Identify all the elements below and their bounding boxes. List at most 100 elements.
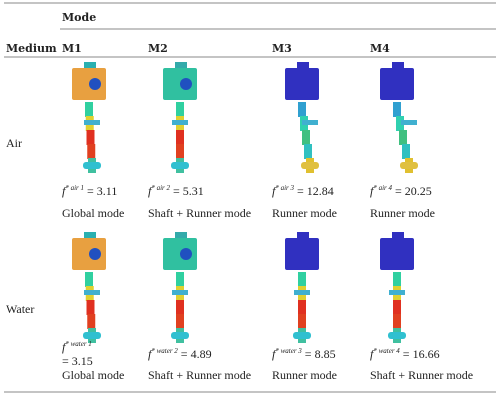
mode-shape-part bbox=[402, 144, 410, 159]
mode-label: Global mode bbox=[62, 368, 125, 382]
mode-shape-part bbox=[302, 130, 310, 145]
mode-shape-part bbox=[172, 290, 188, 295]
mode-shape-part bbox=[285, 238, 319, 270]
mode-shape-part bbox=[172, 120, 188, 125]
mode-label: Shaft + Runner mode bbox=[148, 368, 252, 382]
formula-value: = 16.66 bbox=[402, 347, 440, 361]
mode-shape-part bbox=[84, 290, 100, 295]
group-header: Mode bbox=[62, 11, 97, 24]
mode-shape-part bbox=[176, 300, 184, 315]
formula-value: = 5.31 bbox=[173, 184, 204, 198]
formula: f* water 4 = 16.66 bbox=[370, 347, 440, 362]
mode-shape-part bbox=[298, 272, 306, 287]
mode-shape-part bbox=[401, 120, 417, 125]
formula-value: = 20.25 bbox=[395, 184, 432, 198]
column-header: M3 bbox=[272, 42, 292, 55]
column-header: M4 bbox=[370, 42, 390, 55]
formula-value: = 4.89 bbox=[180, 347, 212, 361]
formula-symbol: f bbox=[370, 347, 374, 361]
row-label: Water bbox=[6, 302, 35, 316]
formula-superscript: * air 4 bbox=[373, 184, 393, 192]
mode-shape-part bbox=[294, 290, 310, 295]
mode-shape-part bbox=[302, 120, 318, 125]
formula-symbol: f bbox=[62, 184, 66, 198]
mode-label: Runner mode bbox=[370, 206, 435, 220]
mode-shape-part bbox=[393, 272, 401, 287]
mode-shape-part bbox=[176, 314, 184, 329]
mode-label: Shaft + Runner mode bbox=[370, 368, 474, 382]
mode-label: Runner mode bbox=[272, 206, 337, 220]
formula: f* water 2 = 4.89 bbox=[148, 347, 212, 362]
mode-shape-part bbox=[393, 300, 401, 315]
mode-shape-part bbox=[176, 102, 184, 117]
mode-shape-part bbox=[392, 62, 404, 68]
mode-shape-part bbox=[285, 68, 319, 100]
formula: f* air 2 = 5.31 bbox=[148, 184, 204, 199]
mode-label: Runner mode bbox=[272, 368, 337, 382]
mode-shape-part bbox=[396, 116, 404, 131]
column-header: M2 bbox=[148, 42, 168, 55]
mode-shape-part bbox=[393, 102, 401, 117]
mode-shape-part bbox=[87, 144, 96, 159]
mode-shape-part bbox=[389, 290, 405, 295]
mode-shape-part bbox=[176, 144, 184, 159]
mode-shape-part bbox=[87, 314, 96, 329]
formula-superscript: * water 1 bbox=[65, 340, 92, 348]
formula-superscript: * air 3 bbox=[275, 184, 295, 192]
formula-value: = 8.85 bbox=[304, 347, 336, 361]
formula-superscript: * air 1 bbox=[65, 184, 85, 192]
formula-symbol: f bbox=[148, 347, 152, 361]
formula-symbol: f bbox=[148, 184, 152, 198]
mode-shape-part bbox=[400, 162, 418, 169]
formula: f* air 4 = 20.25 bbox=[370, 184, 432, 199]
formula-value: = 3.15 bbox=[62, 354, 93, 368]
mode-shape-part bbox=[380, 238, 414, 270]
formula-value: = 12.84 bbox=[297, 184, 334, 198]
formula: f* water 3 = 8.85 bbox=[272, 347, 336, 362]
mode-shape-part bbox=[85, 102, 93, 117]
mode-shape-part bbox=[399, 130, 407, 145]
mode-shape-part bbox=[84, 232, 96, 238]
formula-symbol: f bbox=[370, 184, 374, 198]
mode-shape-part bbox=[176, 272, 184, 287]
formula-symbol: f bbox=[272, 347, 276, 361]
mode-shape-part bbox=[180, 248, 192, 260]
mode-shape-part bbox=[85, 272, 93, 287]
mode-shape-part bbox=[380, 68, 414, 100]
mode-shape-part bbox=[171, 332, 189, 339]
mode-shape-part bbox=[388, 332, 406, 339]
formula: f* water 1 bbox=[62, 340, 92, 355]
mode-label: Shaft + Runner mode bbox=[148, 206, 252, 220]
formula-superscript: * water 4 bbox=[373, 347, 400, 355]
mode-label: Global mode bbox=[62, 206, 125, 220]
formula: f* air 1 = 3.11 bbox=[62, 184, 117, 199]
mode-shape-part bbox=[89, 248, 101, 260]
mode-shape-part bbox=[298, 314, 306, 329]
mode-shape-part bbox=[392, 232, 404, 238]
mode-shape-part bbox=[86, 300, 95, 315]
mode-shape-part bbox=[298, 300, 306, 315]
mode-shape-part bbox=[175, 62, 187, 68]
mode-shape-part bbox=[83, 162, 101, 169]
formula: f* air 3 = 12.84 bbox=[272, 184, 334, 199]
mode-shape-part bbox=[171, 162, 189, 169]
mode-shape-part bbox=[293, 332, 311, 339]
formula-symbol: f bbox=[62, 340, 66, 354]
mode-shape-part bbox=[180, 78, 192, 90]
formula-superscript: * air 2 bbox=[151, 184, 171, 192]
formula-value: = 3.11 bbox=[87, 184, 118, 198]
column-header: M1 bbox=[62, 42, 82, 55]
mode-shape-part bbox=[176, 130, 184, 145]
formula-superscript: * water 3 bbox=[275, 347, 302, 355]
formula-superscript: * water 2 bbox=[151, 347, 178, 355]
mode-shape-part bbox=[83, 332, 101, 339]
formula-symbol: f bbox=[272, 184, 276, 198]
mode-shape-part bbox=[304, 144, 312, 159]
mode-shape-part bbox=[298, 102, 306, 117]
mode-shape-part bbox=[301, 162, 319, 169]
mode-shape-part bbox=[393, 314, 401, 329]
mode-shape-part bbox=[84, 120, 100, 125]
mode-shape-part bbox=[297, 232, 309, 238]
